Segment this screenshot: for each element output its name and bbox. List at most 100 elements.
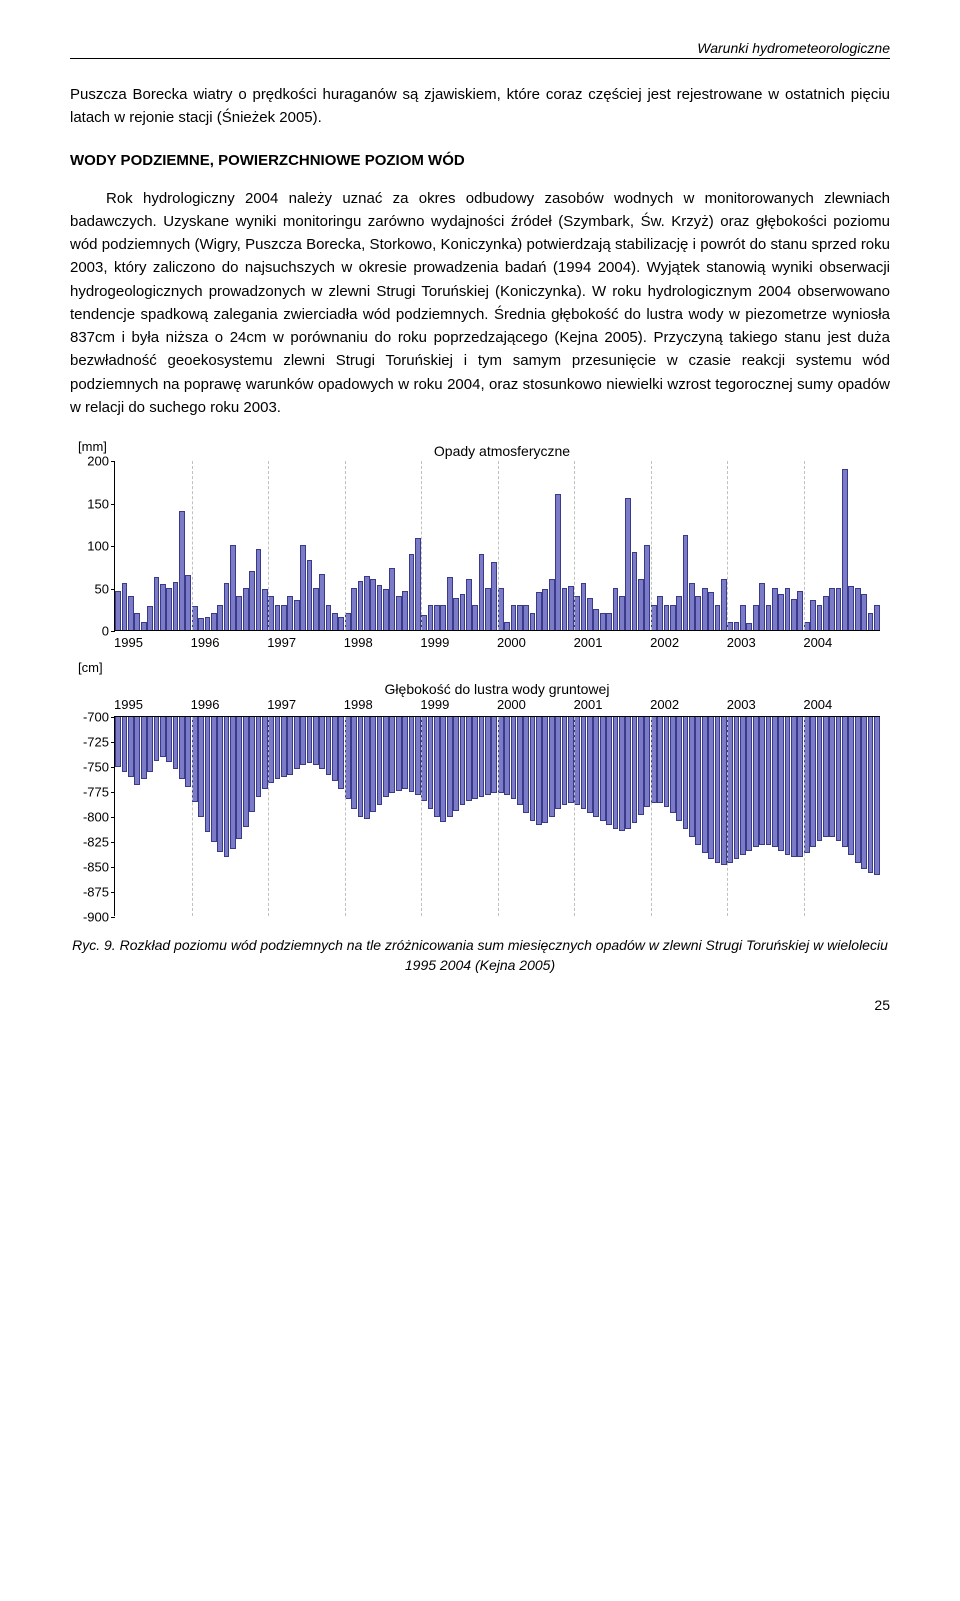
chart1-bar — [759, 583, 765, 630]
chart2-bar — [613, 717, 619, 829]
chart1-bar — [581, 583, 587, 630]
precipitation-chart: [mm] Opady atmosferyczne 050100150200 19… — [70, 443, 890, 650]
chart2-bar — [415, 717, 421, 795]
chart1-bar — [593, 609, 599, 630]
chart2-bar — [115, 717, 121, 767]
chart1-bar — [823, 596, 829, 630]
chart1-ytick: 0 — [75, 624, 109, 639]
chart1-bar — [192, 606, 198, 630]
chart2-bar — [689, 717, 695, 837]
caption-text: Rozkład poziomu wód podziemnych na tle z… — [120, 937, 888, 973]
chart1-bar — [861, 594, 867, 630]
chart2-bar — [205, 717, 211, 832]
chart1-bar — [504, 622, 510, 631]
chart1-bar — [236, 596, 242, 630]
chart1-bar — [179, 511, 185, 630]
chart1-bar — [230, 545, 236, 630]
chart1-bar — [358, 581, 364, 630]
chart1-bar — [829, 588, 835, 631]
chart2-bar — [358, 717, 364, 817]
chart2-bar — [568, 717, 574, 803]
chart2-bar — [676, 717, 682, 821]
chart1-bar — [440, 605, 446, 631]
chart2-bar — [326, 717, 332, 775]
chart1-bar — [160, 584, 166, 630]
chart2-bar — [307, 717, 313, 763]
chart2-bar — [256, 717, 262, 797]
groundwater-chart: [cm] Głębokość do lustra wody gruntowej … — [70, 660, 890, 916]
chart2-bar — [192, 717, 198, 802]
chart1-ylabel: [mm] — [78, 439, 107, 454]
chart2-ytick: -875 — [75, 885, 109, 900]
chart2-bar — [332, 717, 338, 781]
chart2-bar — [861, 717, 867, 869]
chart2-bar — [517, 717, 523, 805]
chart1-xlabel: 2001 — [574, 635, 651, 650]
chart2-bar — [268, 717, 274, 783]
chart2-bar — [287, 717, 293, 775]
paragraph-1: Puszcza Borecka wiatry o prędkości hurag… — [70, 83, 890, 130]
chart1-bar — [185, 575, 191, 630]
chart1-bar — [268, 596, 274, 630]
chart1-bar — [791, 599, 797, 630]
chart2-bar — [389, 717, 395, 793]
chart2-bar — [555, 717, 561, 809]
chart2-bar — [236, 717, 242, 839]
chart2-bar — [542, 717, 548, 823]
chart2-bar — [122, 717, 128, 772]
chart1-bar — [281, 605, 287, 631]
chart2-ytick: -900 — [75, 910, 109, 925]
chart1-bar — [734, 622, 740, 631]
chart2-bar — [134, 717, 140, 785]
chart2-bar — [409, 717, 415, 792]
chart1-bar — [198, 618, 204, 630]
chart1-bar — [715, 605, 721, 631]
chart2-bar — [504, 717, 510, 795]
chart1-bar — [217, 605, 223, 631]
chart1-bar — [428, 605, 434, 631]
chart1-bar — [434, 605, 440, 631]
chart1-bar — [300, 545, 306, 630]
chart2-bar — [759, 717, 765, 845]
chart2-bar — [198, 717, 204, 817]
chart2-bar — [179, 717, 185, 779]
chart1-bar — [147, 606, 153, 630]
chart2-bar — [836, 717, 842, 841]
chart2-bar — [657, 717, 663, 803]
chart1-bar — [447, 577, 453, 630]
chart2-bar — [868, 717, 874, 873]
chart1-bar — [141, 622, 147, 631]
chart2-bar — [644, 717, 650, 807]
chart1-title: Opady atmosferyczne — [114, 443, 890, 459]
chart2-bar — [485, 717, 491, 795]
chart1-bar — [848, 586, 854, 630]
chart1-bar — [134, 613, 140, 630]
chart2-bar — [702, 717, 708, 853]
chart1-bar — [338, 617, 344, 630]
chart1-bar — [224, 583, 230, 630]
chart1-bar — [364, 576, 370, 630]
chart1-xlabel: 1995 — [114, 635, 191, 650]
chart2-bar — [625, 717, 631, 829]
chart2-bar — [128, 717, 134, 777]
chart2-bar — [211, 717, 217, 842]
chart1-bar — [657, 596, 663, 630]
chart2-bar — [453, 717, 459, 811]
chart1-bar — [287, 596, 293, 630]
chart1-bar — [294, 600, 300, 630]
chart2-ytick: -725 — [75, 735, 109, 750]
chart2-ytick: -825 — [75, 835, 109, 850]
chart1-bar — [485, 588, 491, 631]
chart1-bar — [874, 605, 880, 631]
chart1-bar — [275, 605, 281, 631]
chart1-xlabel: 2004 — [803, 635, 880, 650]
chart2-xlabel: 1999 — [420, 697, 497, 712]
chart2-bar — [217, 717, 223, 852]
chart1-bar — [396, 596, 402, 630]
chart2-bar — [185, 717, 191, 787]
chart2-bar — [848, 717, 854, 855]
chart2-bar — [797, 717, 803, 857]
chart1-bar — [855, 588, 861, 631]
chart1-bar — [842, 469, 848, 631]
chart1-bar — [415, 538, 421, 630]
